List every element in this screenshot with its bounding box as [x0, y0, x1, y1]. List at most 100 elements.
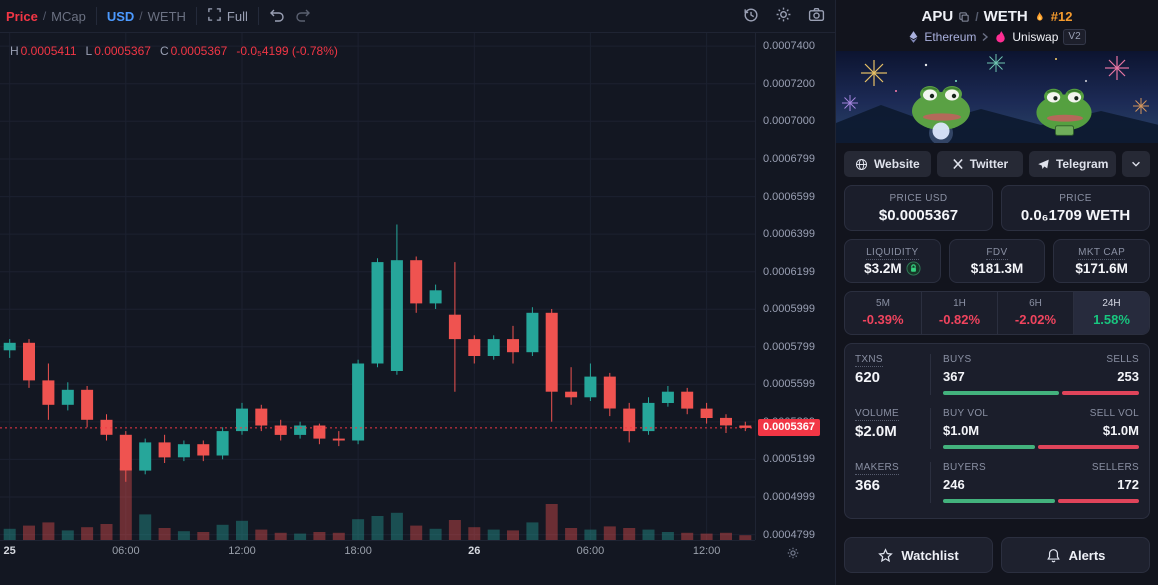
timeframe-6h[interactable]: 6H -2.02% [997, 292, 1073, 334]
redo-button[interactable] [295, 7, 311, 26]
buyers-value: 246 [943, 477, 965, 492]
usd-toggle-button[interactable]: USD [106, 8, 135, 24]
chevron-down-icon [1130, 158, 1142, 170]
sidebar-actions: Watchlist Alerts [836, 527, 1158, 585]
volume-value: $2.0M [855, 423, 897, 440]
pair-sidebar: APU / WETH #12 Ethereum [835, 0, 1158, 585]
ohlc-close-label: C [159, 44, 169, 58]
ohlc-low-label: L [85, 44, 93, 58]
fdv-value: $181.3M [970, 261, 1024, 276]
timeframe-selector: 5M -0.39% 1H -0.82% 6H -2.02% 24H 1.58% [844, 291, 1150, 335]
price-mcap-toggle: Price / MCap [6, 9, 86, 24]
time-axis-label: 18:00 [344, 545, 372, 557]
price-toggle-button[interactable]: Price [6, 8, 38, 24]
price-axis-label: 0.0005599 [763, 378, 815, 391]
trending-rank: #12 [1050, 9, 1073, 24]
undo-button[interactable] [269, 7, 285, 26]
toggle-divider: / [42, 9, 47, 23]
timeframe-5m-change: -0.39% [862, 312, 904, 327]
chart-settings-button[interactable] [775, 6, 792, 26]
x-logo-icon [952, 158, 964, 170]
time-axis-label: 12:00 [228, 545, 256, 557]
time-axis-label: 06:00 [112, 545, 140, 557]
volume-label: VOLUME [855, 408, 900, 421]
watchlist-label: Watchlist [901, 547, 959, 563]
sellers-value: 172 [1117, 477, 1139, 492]
txns-row: TXNS 620 BUYS 367 SELLS 253 [855, 354, 1139, 395]
buy-vol-label: BUY VOL [943, 408, 989, 419]
txns-value: 620 [855, 369, 881, 386]
price-native-label: PRICE [1059, 193, 1092, 204]
price-axis-label: 0.0006599 [763, 190, 815, 203]
more-links-button[interactable] [1122, 151, 1151, 177]
ohlc-low-value: 0.0005367 [94, 44, 151, 58]
price-native-value: 0.0₆1709 WETH [1020, 207, 1131, 224]
toolbar-separator [257, 7, 259, 25]
fdv-box: FDV $181.3M [948, 239, 1046, 283]
copy-address-icon[interactable] [958, 11, 970, 23]
timeframe-24h[interactable]: 24H 1.58% [1073, 292, 1149, 334]
buy-vol-value: $1.0M [943, 423, 980, 438]
candles-svg [0, 33, 755, 540]
time-axis[interactable]: 25 06:00 12:00 18:00 26 06:00 12:00 [0, 540, 755, 562]
sells-value: 253 [1117, 369, 1139, 384]
banner-image [836, 51, 1158, 143]
gear-icon [775, 6, 792, 26]
candlestick-chart[interactable] [0, 33, 755, 540]
load-history-button[interactable] [742, 6, 759, 26]
price-axis-label: 0.0005799 [763, 340, 815, 353]
weth-toggle-button[interactable]: WETH [147, 8, 186, 24]
toolbar-separator [195, 7, 197, 25]
price-axis-label: 0.0006399 [763, 228, 815, 241]
pair-divider: / [975, 9, 979, 24]
price-axis-label: 0.0005999 [763, 303, 815, 316]
price-axis-label: 0.0007000 [763, 115, 815, 128]
mktcap-label: MKT CAP [1078, 247, 1126, 260]
base-token-name: APU [921, 8, 954, 25]
mktcap-value: $171.6M [1075, 261, 1128, 276]
price-usd-box: PRICE USD $0.0005367 [844, 185, 993, 231]
pair-header: APU / WETH #12 Ethereum [836, 0, 1158, 51]
sell-vol-value: $1.0M [1102, 423, 1139, 438]
timeframe-5m[interactable]: 5M -0.39% [845, 292, 921, 334]
telegram-button[interactable]: Telegram [1029, 151, 1117, 177]
chevron-right-icon [981, 32, 989, 42]
ohlc-close-value: 0.0005367 [170, 44, 228, 58]
chain-link[interactable]: Ethereum [924, 30, 977, 44]
price-native-box: PRICE 0.0₆1709 WETH [1001, 185, 1150, 231]
lock-icon[interactable] [906, 261, 921, 276]
timeframe-6h-label: 6H [1029, 298, 1042, 309]
price-usd-label: PRICE USD [889, 193, 948, 204]
timeframe-1h[interactable]: 1H -0.82% [921, 292, 997, 334]
mcap-toggle-button[interactable]: MCap [51, 8, 86, 24]
price-axis-label: 0.0004799 [763, 528, 815, 541]
alerts-button[interactable]: Alerts [1001, 537, 1150, 573]
fullscreen-button[interactable]: Full [207, 7, 248, 25]
price-axis-label: 0.0005199 [763, 453, 815, 466]
dex-link[interactable]: Uniswap [1012, 30, 1059, 44]
currency-toggle: USD / WETH [107, 9, 186, 24]
sell-vol-label: SELL VOL [1089, 408, 1139, 419]
timeframe-6h-change: -2.02% [1014, 312, 1057, 327]
fullscreen-icon [207, 7, 222, 25]
price-axis[interactable]: 0.00047990.00049990.00051990.00053990.00… [755, 33, 835, 541]
market-stats-row: LIQUIDITY $3.2M FDV $181.3M MKT CAP $171… [836, 231, 1158, 283]
toolbar-separator [95, 7, 97, 25]
price-axis-label: 0.0006199 [763, 265, 815, 278]
time-axis-label: 12:00 [692, 545, 721, 557]
watchlist-button[interactable]: Watchlist [844, 537, 993, 573]
camera-icon [808, 6, 825, 26]
undo-icon [269, 7, 285, 26]
star-icon [878, 547, 894, 563]
ohlc-change-value: -0.0₅4199 (-0.78%) [236, 44, 338, 58]
alerts-label: Alerts [1068, 547, 1106, 563]
screenshot-button[interactable] [808, 6, 825, 26]
axis-settings-button[interactable] [786, 546, 800, 563]
ohlc-high-label: H [10, 44, 19, 58]
ethereum-icon [908, 30, 919, 44]
twitter-button[interactable]: Twitter [936, 151, 1024, 177]
website-button[interactable]: Website [844, 151, 931, 177]
bell-icon [1046, 548, 1061, 563]
sells-label: SELLS [1106, 354, 1139, 365]
